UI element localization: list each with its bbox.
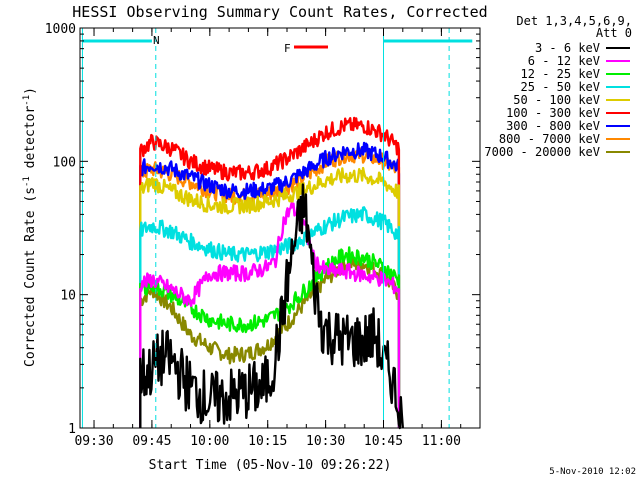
x-axis-label: Start Time (05-Nov-10 09:26:22) xyxy=(149,458,392,473)
x-tick-label: 09:30 xyxy=(74,434,113,449)
x-tick-label: 09:45 xyxy=(132,434,171,449)
legend-entry-label: 6 - 12 keV xyxy=(528,54,600,68)
chart-title: HESSI Observing Summary Count Rates, Cor… xyxy=(72,3,487,21)
legend-header-detectors: Det 1,3,4,5,6,9, xyxy=(516,14,632,28)
legend-header-attenuator: Att 0 xyxy=(596,26,632,40)
plot-data-layer xyxy=(139,116,404,430)
series-line xyxy=(139,183,404,430)
legend-entry-label: 100 - 300 keV xyxy=(506,106,600,120)
x-tick-label: 10:30 xyxy=(306,434,345,449)
legend-entry-label: 300 - 800 keV xyxy=(506,119,600,133)
x-tick-label: 10:45 xyxy=(364,434,403,449)
plot-border xyxy=(79,27,481,429)
night-annotation-label: N xyxy=(153,34,160,47)
legend-entry-label: 50 - 100 keV xyxy=(513,93,600,107)
flare-annotation-label: F xyxy=(284,42,291,55)
legend-entry-label: 800 - 7000 keV xyxy=(499,132,600,146)
legend-entry-label: 3 - 6 keV xyxy=(535,41,600,55)
x-tick-label: 10:15 xyxy=(248,434,287,449)
series-line xyxy=(139,202,401,428)
axis-ticks: 09:30 09:45 10:00 10:15 10:30 10:45 11:00 1 10 10… xyxy=(45,22,481,449)
series-line xyxy=(139,256,401,428)
footer-date: 5-Nov-2010 12:02 xyxy=(549,467,636,477)
legend-entry-label: 12 - 25 keV xyxy=(521,67,600,81)
y-tick-label: 1 xyxy=(68,422,76,437)
y-tick-label: 100 xyxy=(53,155,76,170)
series-line xyxy=(139,206,401,428)
series-line xyxy=(139,141,401,428)
series-line xyxy=(139,166,401,428)
x-tick-label: 11:00 xyxy=(422,434,461,449)
x-tick-label: 10:00 xyxy=(190,434,229,449)
legend-entry-label: 25 - 50 keV xyxy=(521,80,600,94)
series-line xyxy=(139,116,401,428)
plot-frame xyxy=(79,27,481,429)
y-axis-label: Corrected Count Rate (s-1 detector-1) xyxy=(22,87,38,367)
y-tick-label: 10 xyxy=(60,289,76,304)
legend-entry-label: 7000 - 20000 keV xyxy=(484,145,600,159)
y-tick-label: 1000 xyxy=(45,22,76,37)
